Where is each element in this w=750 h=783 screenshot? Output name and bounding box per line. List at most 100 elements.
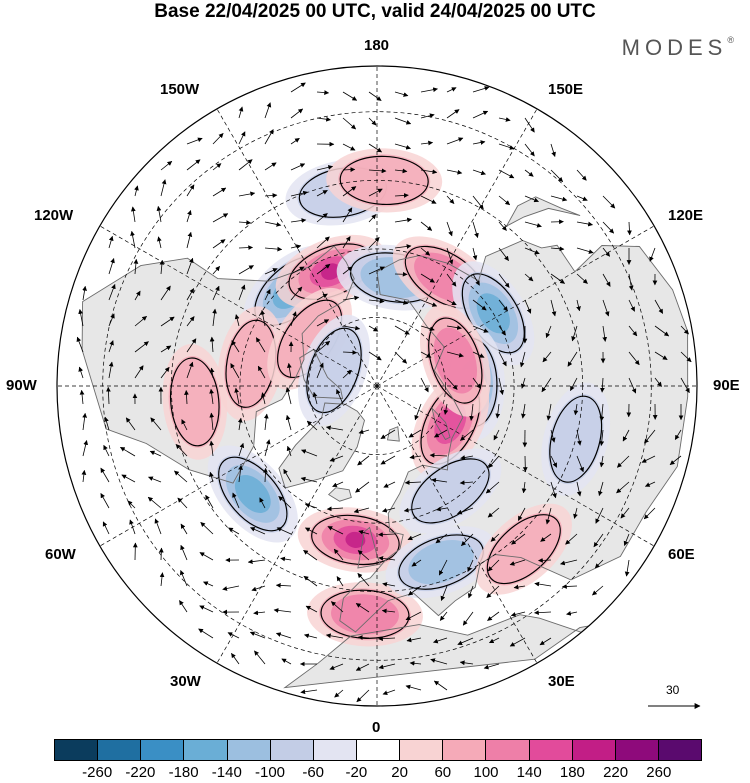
wind-arrow-377 [550, 481, 557, 499]
wind-arrow-217 [358, 429, 370, 435]
wind-arrow-102 [234, 387, 240, 405]
wind-arrow-238 [394, 351, 408, 364]
wind-arrow-293 [440, 585, 448, 601]
anomaly-pos-16-level-1 [168, 356, 222, 448]
wind-arrow-222 [357, 550, 370, 561]
wind-arrow-390 [571, 325, 578, 342]
wind-arrow-75 [212, 239, 226, 249]
wind-arrow-375 [550, 429, 556, 443]
wind-arrow-39 [159, 259, 165, 275]
wind-arrow-47 [148, 476, 162, 483]
wind-arrow-360 [509, 559, 526, 566]
wind-arrow-374 [546, 403, 552, 421]
wind-arrow-5 [82, 412, 88, 431]
wind-arrow-0 [82, 285, 87, 301]
anomaly-pos-15-level-1 [485, 512, 563, 586]
colorbar-swatch-11 [529, 740, 573, 760]
wind-arrow-321 [498, 117, 511, 122]
wind-arrow-349 [524, 273, 534, 282]
wind-arrow-405 [602, 273, 611, 287]
wind-arrow-77 [212, 285, 220, 301]
wind-arrow-257 [420, 273, 435, 283]
wind-arrow-403 [602, 221, 615, 234]
wind-arrow-164 [316, 236, 330, 249]
wind-arrow-175 [304, 527, 318, 535]
wind-arrow-94 [238, 191, 256, 197]
wind-arrow-70 [179, 600, 188, 613]
wind-arrow-72 [212, 163, 222, 171]
wind-arrow-434 [654, 299, 664, 314]
wind-arrow-350 [524, 299, 532, 314]
wind-arrow-131 [251, 585, 266, 592]
wind-arrow-443 [680, 325, 689, 335]
wind-arrow-16 [103, 444, 110, 457]
wind-arrow-326 [498, 247, 509, 261]
polar-map [56, 65, 701, 709]
wind-arrow-313 [459, 480, 474, 486]
wind-arrow-76 [212, 266, 221, 275]
meridian-60 [376, 385, 655, 547]
wind-arrow-146 [287, 362, 292, 379]
colorbar-tick-label: -100 [254, 764, 286, 781]
wind-arrow-368 [550, 246, 565, 252]
uk-land-coast [357, 526, 381, 569]
wind-arrow-267 [407, 533, 422, 541]
wind-arrow-85 [205, 494, 214, 509]
wind-arrow-287 [433, 429, 448, 438]
wind-arrow-79 [209, 336, 215, 353]
wind-arrow-61 [186, 361, 194, 379]
arctic-islands-land-coast [299, 348, 344, 399]
japan-land [506, 196, 581, 227]
wind-arrow-283 [446, 325, 462, 330]
wind-arrow-120 [264, 288, 271, 301]
wind-arrow-138 [290, 163, 306, 171]
wind-arrow-327 [498, 273, 510, 288]
wind-arrow-415 [593, 533, 604, 548]
wind-arrow-297 [433, 680, 448, 691]
wind-arrow-157 [281, 658, 292, 665]
wind-arrow-369 [550, 273, 565, 284]
wind-arrow-334 [488, 455, 500, 469]
wind-arrow-141 [290, 244, 302, 250]
wind-arrow-243 [378, 532, 396, 537]
wind-arrow-92 [238, 131, 246, 145]
wind-arrow-286 [443, 403, 449, 415]
wind-arrow-151 [278, 495, 292, 509]
wind-arrow-435 [654, 325, 670, 337]
wind-arrow-57 [186, 257, 194, 275]
wind-arrow-414 [595, 507, 604, 524]
wind-arrow-381 [534, 581, 552, 587]
colorbar-tick-label: -140 [211, 764, 242, 781]
wind-arrow-111 [227, 632, 240, 639]
wind-arrow-445 [680, 377, 690, 394]
brand-text: MODES [621, 35, 728, 60]
wind-arrow-48 [147, 496, 162, 509]
wind-arrow-437 [654, 377, 662, 387]
wind-arrow-104 [238, 442, 245, 457]
lon-label-60w: 60W [45, 546, 76, 563]
wind-arrow-192 [342, 350, 358, 355]
wind-arrow-10 [108, 283, 116, 301]
contour-14 [411, 458, 490, 524]
wind-arrow-431 [624, 559, 630, 577]
contour-9 [428, 317, 483, 404]
wind-arrow-223 [357, 572, 370, 587]
wind-arrow-302 [472, 195, 484, 210]
wind-arrow-53 [186, 159, 201, 171]
wind-arrow-66 [177, 497, 188, 509]
contour-16 [169, 357, 220, 447]
wind-arrow-386 [576, 221, 593, 227]
wind-arrow-18 [100, 492, 110, 509]
wind-arrow-420 [628, 273, 634, 291]
wind-arrow-89 [199, 605, 214, 613]
wind-arrow-365 [550, 169, 564, 183]
colorbar [54, 739, 702, 761]
wind-arrow-100 [231, 340, 240, 353]
wind-arrow-309 [472, 377, 482, 389]
wind-arrow-161 [316, 165, 334, 171]
wind-arrow-202 [330, 601, 344, 613]
wind-arrow-354 [521, 403, 526, 419]
wind-arrow-384 [576, 169, 587, 181]
wind-arrow-262 [414, 403, 422, 421]
wind-arrow-158 [316, 90, 330, 95]
